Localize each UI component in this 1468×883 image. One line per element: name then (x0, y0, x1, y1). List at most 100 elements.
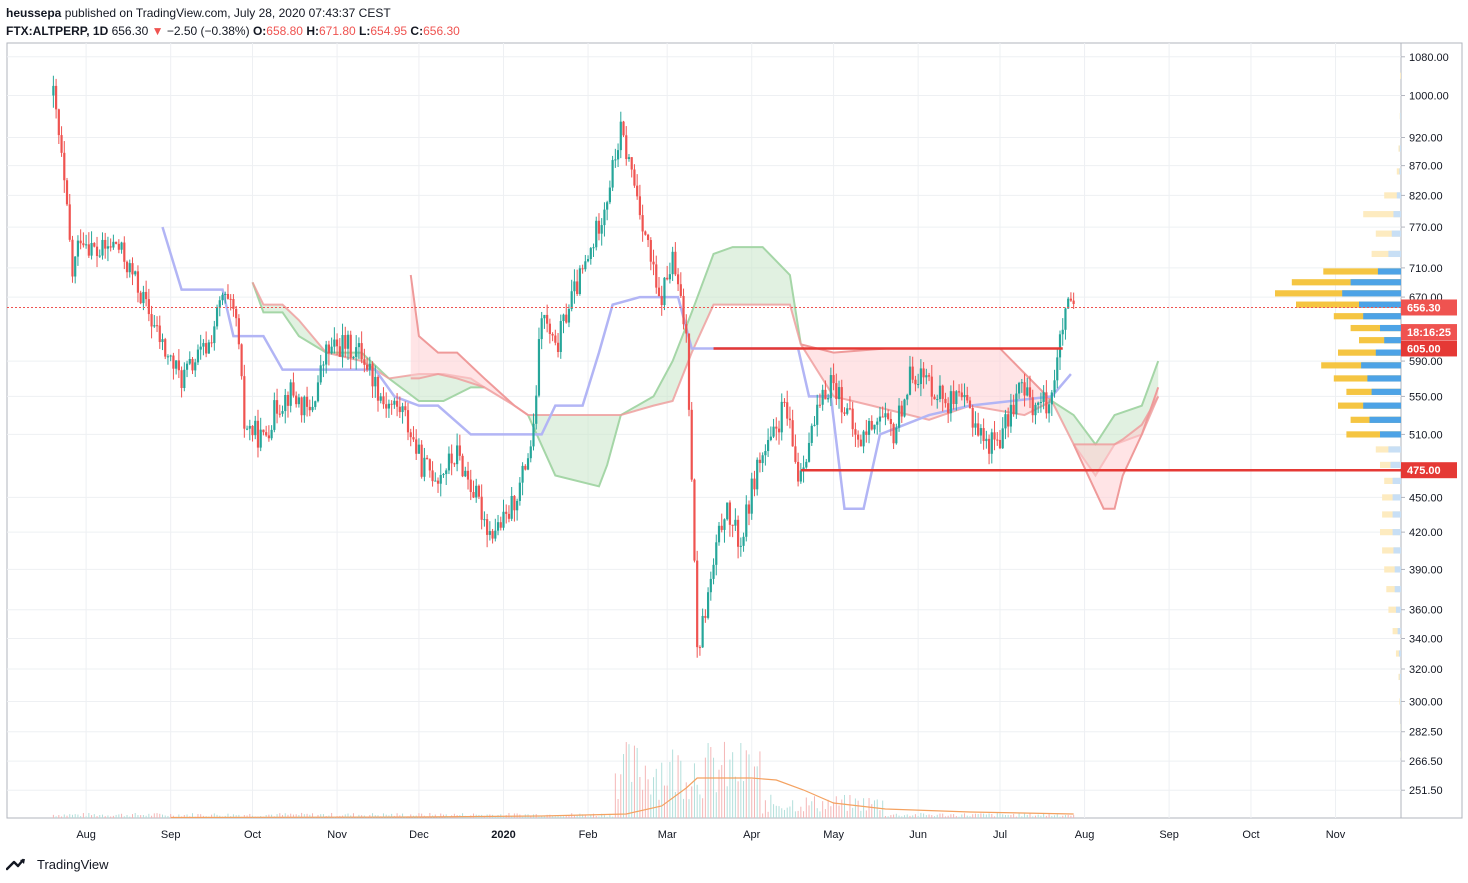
candle-body (846, 408, 849, 414)
candle-body (68, 204, 71, 240)
symbol-label[interactable]: FTX:ALTPERP, 1D (6, 24, 109, 38)
candle (295, 391, 298, 408)
candle (439, 463, 442, 497)
candle (442, 472, 445, 478)
candle (327, 340, 331, 366)
candle (352, 356, 355, 360)
candle-body (548, 323, 551, 334)
candle-body (147, 299, 150, 315)
ichimoku-cloud-bull-span-b (620, 303, 802, 417)
tradingview-logo-icon[interactable] (6, 856, 32, 872)
candle (134, 270, 137, 277)
candle-body (185, 363, 189, 370)
candle-body (125, 261, 129, 273)
volume-profile-bar (1291, 279, 1401, 286)
candle-body (207, 342, 210, 354)
candle (764, 444, 767, 466)
candle-body (248, 425, 251, 429)
candle (791, 409, 794, 447)
volume-profile-bar-blue (1394, 566, 1401, 573)
candle (106, 236, 110, 262)
candle-body (687, 333, 691, 410)
candle (232, 294, 235, 317)
y-tick-label: 1080.00 (1409, 52, 1449, 64)
candle (502, 499, 505, 531)
candle (1037, 401, 1040, 414)
volume-profile-bar-blue (1400, 698, 1401, 705)
candle-body (903, 399, 906, 417)
candle-body (745, 504, 748, 537)
candle-body (1017, 382, 1021, 394)
candle-body (390, 403, 393, 405)
candle (597, 213, 601, 241)
candle-body (712, 564, 715, 579)
candle-body (772, 426, 775, 437)
candle (445, 468, 448, 485)
volume-profile-bar (1350, 324, 1401, 332)
volume-profile-bar (1346, 431, 1401, 438)
ichimoku-cloud-bear-span-b (799, 343, 1053, 421)
candle-body (783, 401, 786, 403)
candle (867, 417, 871, 444)
candle-body (210, 342, 213, 344)
candle-body (690, 409, 693, 480)
candle-body (442, 474, 445, 476)
candle (671, 246, 674, 282)
candle-body (426, 457, 429, 460)
candle (646, 233, 650, 248)
candle-body (1031, 397, 1034, 416)
candle-body (251, 425, 254, 436)
candle-body (213, 326, 216, 344)
low-value: 654.95 (370, 24, 408, 38)
candle (627, 154, 631, 162)
candle (1058, 330, 1062, 370)
volume-profile-bar (1338, 349, 1401, 356)
candle (1001, 417, 1004, 449)
candle (221, 292, 224, 306)
candle (496, 514, 500, 536)
candle-body (949, 391, 952, 414)
candle-body (1064, 308, 1067, 330)
candle-body (641, 215, 644, 232)
candle-body (897, 405, 901, 428)
candle (927, 372, 931, 382)
candle (458, 434, 461, 461)
candle-body (363, 359, 366, 365)
candle-body (120, 242, 123, 250)
volume-profile-bar (1296, 301, 1401, 308)
candle-body (93, 243, 96, 247)
candle (570, 279, 573, 312)
candle (270, 425, 273, 441)
candle (644, 230, 647, 236)
candle (251, 425, 254, 442)
candle-body (573, 281, 576, 292)
volume-profile-bar-blue (1394, 586, 1401, 593)
candle-body (543, 314, 546, 319)
candle (993, 421, 996, 451)
candle (922, 362, 925, 389)
tradingview-brand[interactable]: TradingView (37, 856, 109, 872)
volume-profile-bar-blue (1400, 112, 1401, 120)
candle (434, 472, 437, 482)
candle (166, 354, 170, 365)
ichimoku-cloud-bull-area (620, 247, 801, 416)
publisher-username[interactable]: heussepa (6, 6, 62, 20)
candle-body (166, 356, 170, 358)
candle-body (619, 121, 622, 151)
price-label-text: 475.00 (1407, 465, 1441, 477)
candle (385, 392, 388, 418)
candle (275, 388, 279, 424)
candle (780, 393, 783, 441)
candle-body (698, 647, 702, 649)
candle-body (655, 264, 658, 288)
candle (104, 232, 107, 259)
volume-profile-bar-blue (1367, 375, 1401, 382)
candle-body (161, 339, 164, 343)
candle (706, 587, 710, 620)
candle (586, 255, 590, 263)
volume-profile-bar-blue (1388, 250, 1401, 258)
candle (169, 354, 172, 362)
candle (120, 241, 123, 254)
candle (164, 337, 167, 360)
